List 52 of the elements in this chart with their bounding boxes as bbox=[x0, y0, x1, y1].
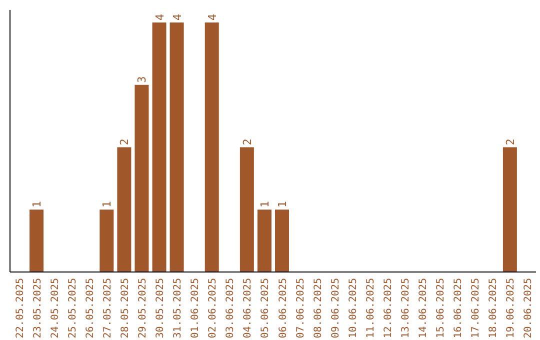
x-tick-label: 24.05.2025 bbox=[50, 278, 61, 338]
x-tick-label: 07.06.2025 bbox=[295, 278, 306, 338]
bar bbox=[204, 22, 219, 272]
bar bbox=[257, 210, 272, 272]
bar bbox=[30, 210, 44, 272]
data-label: 4 bbox=[170, 13, 184, 20]
data-label: 1 bbox=[30, 200, 44, 208]
x-tick-label: 13.06.2025 bbox=[400, 278, 412, 338]
x-tick-label: 20.06.2025 bbox=[523, 278, 534, 338]
x-tick-label: 12.06.2025 bbox=[382, 278, 394, 338]
x-tick-label: 26.05.2025 bbox=[84, 278, 96, 338]
x-tick-label: 29.05.2025 bbox=[138, 278, 148, 338]
data-label: 2 bbox=[118, 138, 132, 146]
x-tick-label: 30.05.2025 bbox=[155, 278, 166, 338]
x-tick-label: 01.06.2025 bbox=[190, 278, 202, 338]
bar bbox=[170, 22, 184, 272]
x-tick-label: 11.06.2025 bbox=[365, 278, 376, 338]
x-tick-label: 06.06.2025 bbox=[278, 278, 289, 338]
x-tick-label: 27.05.2025 bbox=[102, 278, 114, 338]
bar bbox=[240, 147, 254, 272]
x-tick-label: 05.06.2025 bbox=[260, 278, 272, 338]
bar bbox=[275, 210, 289, 272]
bar bbox=[152, 22, 166, 272]
x-tick-label: 09.06.2025 bbox=[330, 278, 342, 338]
x-tick-label: 28.05.2025 bbox=[120, 278, 131, 338]
x-tick-label: 25.05.2025 bbox=[67, 278, 78, 338]
x-tick-label: 17.06.2025 bbox=[470, 278, 482, 338]
data-label: 1 bbox=[276, 200, 289, 208]
x-tick-label: 14.06.2025 bbox=[418, 278, 430, 338]
x-tick-label: 16.06.2025 bbox=[453, 278, 464, 338]
x-tick-label: 18.06.2025 bbox=[488, 278, 500, 338]
data-label: 2 bbox=[240, 138, 254, 146]
x-tick-label: 23.05.2025 bbox=[32, 278, 44, 338]
bar bbox=[502, 147, 517, 272]
x-tick-label: 08.06.2025 bbox=[312, 278, 324, 338]
x-tick-label: 10.06.2025 bbox=[348, 278, 359, 338]
x-tick-label: 22.05.2025 bbox=[14, 278, 26, 338]
bar bbox=[117, 147, 132, 272]
data-label: 4 bbox=[153, 13, 166, 20]
bar bbox=[100, 210, 114, 272]
x-tick-label: 19.06.2025 bbox=[506, 278, 517, 338]
x-tick-label: 15.06.2025 bbox=[436, 278, 447, 338]
x-tick-label: 04.06.2025 bbox=[242, 278, 254, 338]
x-tick-label: 31.05.2025 bbox=[172, 278, 184, 338]
data-label: 1 bbox=[100, 200, 114, 208]
x-tick-label: 02.06.2025 bbox=[208, 278, 219, 338]
bar bbox=[134, 84, 149, 272]
x-tick-label: 03.06.2025 bbox=[225, 278, 236, 338]
data-label: 2 bbox=[504, 138, 517, 146]
data-label: 4 bbox=[206, 13, 219, 20]
data-label: 1 bbox=[258, 200, 272, 208]
data-label: 3 bbox=[136, 76, 149, 83]
